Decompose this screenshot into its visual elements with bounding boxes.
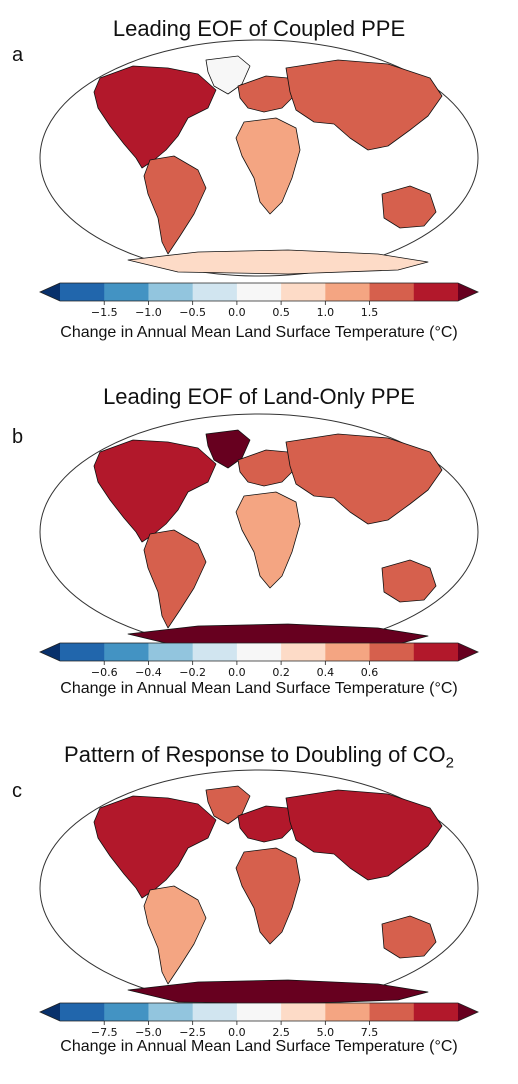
region-south-america bbox=[143, 885, 207, 985]
colorbar-segment bbox=[148, 643, 194, 661]
colorbar-frame bbox=[39, 642, 479, 662]
colorbar-tick-label: −2.5 bbox=[179, 1026, 206, 1039]
colorbar-tick-label: 0.0 bbox=[228, 306, 246, 319]
colorbar-segment bbox=[236, 1003, 282, 1021]
colorbar-extend-low bbox=[40, 1003, 60, 1021]
colorbar-segment bbox=[369, 1003, 415, 1021]
colorbar-segment bbox=[413, 1003, 459, 1021]
colorbar-segment bbox=[192, 283, 238, 301]
colorbar-tick-label: −7.5 bbox=[91, 1026, 118, 1039]
region-north-america bbox=[93, 65, 217, 169]
colorbar-tick-label: −5.0 bbox=[135, 1026, 162, 1039]
colorbar-segment bbox=[413, 283, 459, 301]
colorbar-tick-label: 0.0 bbox=[228, 1026, 246, 1039]
region-north-america bbox=[93, 439, 217, 543]
world-map bbox=[39, 413, 479, 651]
colorbar-segment bbox=[192, 1003, 238, 1021]
region-greenland bbox=[205, 429, 251, 469]
colorbar-segment bbox=[325, 643, 370, 661]
colorbar-segment bbox=[192, 643, 238, 661]
colorbar-tick-label: −0.2 bbox=[179, 666, 206, 679]
colorbar-segment bbox=[413, 643, 459, 661]
panel-title: Pattern of Response to Doubling of CO2 bbox=[0, 742, 518, 771]
region-greenland bbox=[205, 785, 251, 825]
colorbar-segment bbox=[281, 643, 326, 661]
colorbar-extend-high bbox=[458, 1003, 478, 1021]
colorbar-segment bbox=[281, 1003, 326, 1021]
colorbar-segment bbox=[104, 283, 149, 301]
colorbar-tick-label: 2.5 bbox=[272, 1026, 290, 1039]
region-asia bbox=[285, 789, 443, 881]
colorbar-tick-label: 1.5 bbox=[361, 306, 379, 319]
colorbar-segment bbox=[60, 283, 105, 301]
colorbar-tick-label: 0.2 bbox=[272, 666, 290, 679]
region-north-america bbox=[93, 795, 217, 899]
region-greenland bbox=[205, 55, 251, 95]
colorbar-label: Change in Annual Mean Land Surface Tempe… bbox=[60, 324, 458, 341]
region-africa bbox=[235, 117, 301, 215]
colorbar-segment bbox=[60, 1003, 105, 1021]
panel-title-text: Pattern of Response to Doubling of CO bbox=[64, 742, 446, 767]
colorbar-tick-label: 0.0 bbox=[228, 666, 246, 679]
colorbar-tick-label: −0.5 bbox=[179, 306, 206, 319]
colorbar-segment bbox=[369, 283, 415, 301]
colorbar-label: Change in Annual Mean Land Surface Tempe… bbox=[60, 680, 458, 697]
colorbar-tick-label: 0.6 bbox=[361, 666, 379, 679]
colorbar-tick-label: −1.0 bbox=[135, 306, 162, 319]
region-europe bbox=[237, 805, 295, 843]
colorbar-tick-label: −1.5 bbox=[91, 306, 118, 319]
colorbar-tick-label: −0.6 bbox=[91, 666, 118, 679]
colorbar-frame bbox=[39, 1002, 479, 1022]
colorbar-tick-label: −0.4 bbox=[135, 666, 162, 679]
colorbar-tick-label: 7.5 bbox=[361, 1026, 379, 1039]
panel-title: Leading EOF of Coupled PPE bbox=[112, 16, 406, 41]
world-map bbox=[39, 769, 479, 1007]
panel-c: Pattern of Response to Doubling of CO2 c… bbox=[0, 720, 518, 1084]
colorbar-segment bbox=[104, 1003, 149, 1021]
panel-title-subscript: 2 bbox=[445, 754, 454, 772]
colorbar-segment bbox=[148, 283, 194, 301]
colorbar-tick-label: 5.0 bbox=[317, 1026, 335, 1039]
region-europe bbox=[237, 449, 295, 487]
colorbar-segment bbox=[369, 643, 415, 661]
region-asia bbox=[285, 59, 443, 151]
region-australia bbox=[381, 915, 437, 959]
region-south-america bbox=[143, 155, 207, 255]
colorbar-extend-high bbox=[458, 643, 478, 661]
colorbar-extend-low bbox=[40, 283, 60, 301]
colorbar-tick-label: 0.4 bbox=[317, 666, 335, 679]
region-australia bbox=[381, 559, 437, 603]
panel-letter: b bbox=[12, 426, 24, 448]
region-antarctica bbox=[127, 249, 429, 275]
colorbar: −0.6 −0.4 −0.2 0.0 0.2 0.4 0.6 bbox=[39, 642, 479, 679]
colorbar-segment bbox=[236, 283, 282, 301]
region-south-america bbox=[143, 529, 207, 629]
colorbar-frame bbox=[39, 282, 479, 302]
colorbar-tick-label: 1.0 bbox=[317, 306, 335, 319]
panel-letter: a bbox=[12, 44, 24, 66]
panel-letter: c bbox=[12, 780, 22, 802]
region-europe bbox=[237, 75, 295, 113]
colorbar: −1.5 −1.0 −0.5 0.0 0.5 1.0 1.5 bbox=[39, 282, 479, 319]
colorbar-segment bbox=[148, 1003, 194, 1021]
colorbar-segment bbox=[236, 643, 282, 661]
world-map bbox=[39, 39, 479, 277]
panel-a: Leading EOF of Coupled PPE a −1.5 −1.0 −0.… bbox=[0, 0, 518, 360]
region-africa bbox=[235, 847, 301, 945]
region-africa bbox=[235, 491, 301, 589]
colorbar-segment bbox=[325, 283, 370, 301]
colorbar-segment bbox=[104, 643, 149, 661]
colorbar-extend-high bbox=[458, 283, 478, 301]
panel-b: Leading EOF of Land-Only PPE b −0.6 −0.4−… bbox=[0, 360, 518, 720]
colorbar-segment bbox=[281, 283, 326, 301]
colorbar-extend-low bbox=[40, 643, 60, 661]
panel-title: Leading EOF of Land-Only PPE bbox=[103, 384, 415, 409]
region-asia bbox=[285, 433, 443, 525]
colorbar: −7.5 −5.0 −2.5 0.0 2.5 5.0 7.5 bbox=[39, 1002, 479, 1039]
colorbar-segment bbox=[60, 643, 105, 661]
colorbar-label: Change in Annual Mean Land Surface Tempe… bbox=[60, 1038, 458, 1055]
colorbar-segment bbox=[325, 1003, 370, 1021]
colorbar-tick-label: 0.5 bbox=[272, 306, 290, 319]
region-australia bbox=[381, 185, 437, 229]
